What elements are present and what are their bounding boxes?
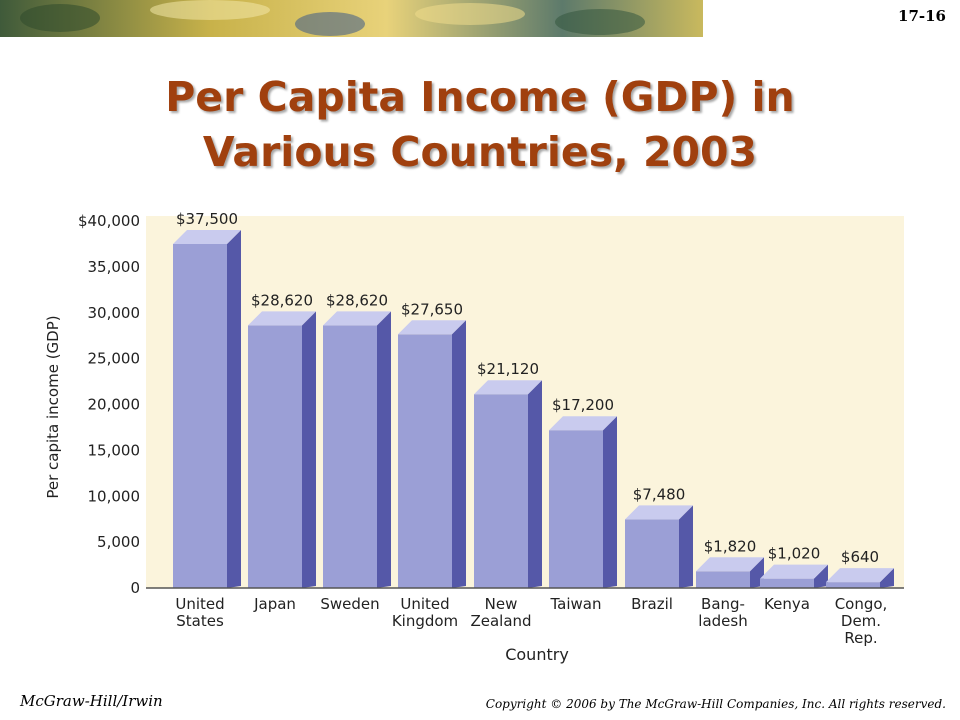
y-tick-label: 35,000 bbox=[88, 258, 141, 276]
per-capita-income-bar-chart: $37,500 $28,620 $28,620 $27,650 $21,120 $17,2… bbox=[40, 207, 904, 664]
bar-front bbox=[173, 243, 227, 588]
bar-side bbox=[880, 568, 894, 588]
bar bbox=[474, 380, 542, 588]
bar-side bbox=[227, 229, 241, 588]
bar-front bbox=[760, 578, 814, 588]
bar-side bbox=[679, 505, 693, 588]
x-tick-label: Japan bbox=[253, 595, 296, 613]
bar-top bbox=[549, 416, 617, 431]
slide-number: 17-16 bbox=[898, 7, 946, 25]
x-tick-label: Congo, Dem. Rep. bbox=[835, 595, 888, 647]
x-tick-label: New Zealand bbox=[470, 595, 531, 630]
bar-top bbox=[323, 311, 391, 326]
bar bbox=[248, 311, 316, 588]
bar-front bbox=[248, 325, 302, 588]
slide-title: Per Capita Income (GDP) in Various Count… bbox=[0, 70, 960, 180]
bar-top bbox=[474, 380, 542, 395]
bar bbox=[398, 320, 466, 588]
bar-front bbox=[549, 430, 603, 588]
bar-front bbox=[474, 394, 528, 588]
bar bbox=[826, 568, 894, 588]
bar bbox=[173, 229, 241, 588]
bar-value-label: $28,620 bbox=[251, 291, 313, 309]
x-tick-label: United Kingdom bbox=[392, 595, 458, 630]
bar-front bbox=[826, 582, 880, 588]
y-axis-label: Per capita income (GDP) bbox=[44, 315, 62, 498]
bar-side bbox=[603, 416, 617, 588]
bar-value-label: $28,620 bbox=[326, 291, 388, 309]
bar-top bbox=[398, 320, 466, 335]
slide-title-line-2: Various Countries, 2003 bbox=[202, 128, 758, 176]
y-tick-label: 5,000 bbox=[97, 533, 140, 551]
bar bbox=[549, 416, 617, 588]
header-banner-image bbox=[0, 0, 703, 37]
y-tick-label: 15,000 bbox=[88, 441, 141, 459]
bar-side bbox=[377, 311, 391, 588]
bar-side bbox=[814, 564, 828, 588]
x-axis-tick-labels: United States Japan Sweden United Kingdom New Z… bbox=[175, 595, 887, 647]
footer-copyright: Copyright © 2006 by The McGraw-Hill Comp… bbox=[485, 697, 946, 711]
bar-value-label: $1,820 bbox=[704, 537, 757, 555]
x-tick-label: Taiwan bbox=[549, 595, 601, 613]
bars-group: $37,500 $28,620 $28,620 $27,650 $21,120 $17,2… bbox=[173, 210, 894, 588]
bar-value-label: $7,480 bbox=[633, 485, 686, 503]
bar-value-label: $17,200 bbox=[552, 396, 614, 414]
bar bbox=[760, 564, 828, 588]
y-tick-label: 30,000 bbox=[88, 304, 141, 322]
y-tick-label: 20,000 bbox=[88, 396, 141, 414]
bar-top bbox=[760, 564, 828, 579]
x-tick-label: Bang-ladesh bbox=[698, 595, 747, 630]
y-tick-label: 0 bbox=[130, 579, 140, 597]
bar-side bbox=[528, 380, 542, 588]
bar bbox=[696, 557, 764, 588]
bar-side bbox=[452, 320, 466, 588]
bar-value-label: $640 bbox=[841, 548, 879, 566]
y-tick-label: 25,000 bbox=[88, 350, 141, 368]
y-tick-label: 10,000 bbox=[88, 487, 141, 505]
x-axis-label: Country bbox=[505, 645, 569, 664]
x-tick-label: Sweden bbox=[320, 595, 379, 613]
bar-top bbox=[248, 311, 316, 326]
bar-front bbox=[696, 571, 750, 588]
bar-top bbox=[625, 505, 693, 520]
bar-front bbox=[625, 519, 679, 588]
bar-side bbox=[302, 311, 316, 588]
bar-top bbox=[826, 568, 894, 583]
bar-front bbox=[398, 334, 452, 588]
x-tick-label: Kenya bbox=[764, 595, 810, 613]
bar-top bbox=[696, 557, 764, 572]
bar-value-label: $21,120 bbox=[477, 360, 539, 378]
slide-title-line-1: Per Capita Income (GDP) in bbox=[165, 73, 795, 121]
y-axis-tick-labels: 0 5,000 10,000 15,000 20,000 25,000 30,000 35,0… bbox=[78, 212, 140, 597]
bar-top bbox=[173, 229, 241, 244]
x-tick-label: Brazil bbox=[631, 595, 673, 613]
footer-publisher: McGraw-Hill/Irwin bbox=[20, 692, 163, 710]
bar-value-label: $1,020 bbox=[768, 545, 821, 563]
bar bbox=[625, 505, 693, 588]
banner-money-pattern bbox=[20, 0, 645, 36]
bar-value-label: $27,650 bbox=[401, 300, 463, 318]
bar-value-label: $37,500 bbox=[176, 210, 238, 228]
y-tick-label: $40,000 bbox=[78, 212, 140, 230]
x-tick-label: United States bbox=[175, 595, 224, 630]
bar bbox=[323, 311, 391, 588]
bar-front bbox=[323, 325, 377, 588]
